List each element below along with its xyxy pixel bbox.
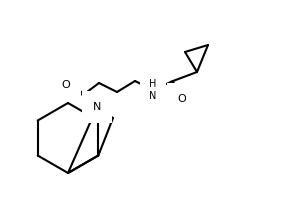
Text: N: N <box>93 102 101 112</box>
Text: O: O <box>178 94 186 104</box>
Text: O: O <box>61 80 70 90</box>
Text: H
N: H N <box>149 79 157 101</box>
